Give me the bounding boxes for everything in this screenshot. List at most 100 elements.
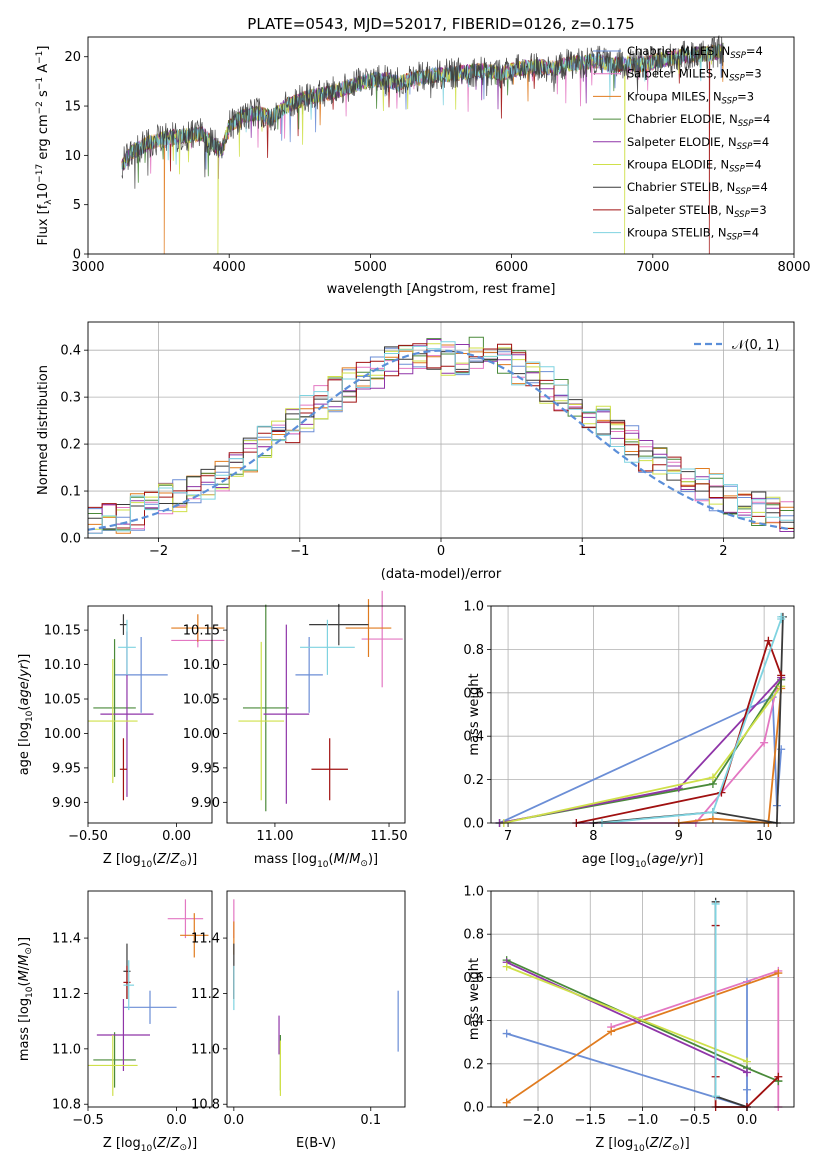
x-axis-label-part: ⊙	[672, 1143, 680, 1153]
y-axis-label-part: Flux [f	[36, 204, 51, 245]
x-tick-label: 0.0	[224, 1113, 245, 1128]
weight-marker-chabrier-miles	[502, 1029, 511, 1038]
weight-marker-salpeter-elodie	[742, 1068, 751, 1077]
weight-line-kroupa-miles	[678, 688, 783, 824]
y-axis-label-part: ]	[36, 46, 51, 51]
histogram-step-chabrier-stelib	[88, 346, 794, 530]
legend-label: Salpeter STELIB, NSSP=3	[627, 203, 767, 220]
axes-frame	[87, 605, 213, 824]
x-axis-label-part: Z	[662, 1136, 673, 1151]
legend-label-suffix: =3	[745, 67, 762, 81]
x-axis-label-part: ⊙	[179, 859, 187, 869]
weight-marker-kroupa-miles	[774, 969, 783, 978]
y-tick-label: 11.0	[191, 1042, 220, 1057]
axes-frame	[490, 890, 795, 1108]
legend-label: Kroupa ELODIE, NSSP=4	[627, 158, 762, 175]
x-tick-label: 0.1	[360, 1113, 381, 1128]
y-tick-label: 0.2	[60, 438, 81, 453]
y-axis-label-part: (	[17, 706, 32, 711]
weight-marker-kroupa-elodie	[708, 773, 717, 782]
x-axis-label-part: (	[152, 852, 157, 867]
y-axis-label-part: s	[36, 90, 51, 101]
x-axis-label-part: Z [log	[103, 852, 141, 867]
y-axis-label: Flux [fλ10−17 erg cm−2 s−1 A−1]	[35, 46, 54, 246]
x-axis-label-part: (	[329, 852, 334, 867]
y-tick-label: 10.15	[183, 624, 220, 639]
weight-marker-kroupa-elodie	[502, 962, 511, 971]
x-axis-label-part: Z [log	[103, 1136, 141, 1151]
legend-label: Salpeter ELODIE, NSSP=4	[627, 135, 769, 152]
y-tick-label: 1.0	[463, 600, 484, 615]
legend-label-suffix: =4	[753, 112, 770, 126]
histogram-step-salpeter-stelib	[88, 343, 794, 529]
legend-label: Kroupa MILES, NSSP=3	[627, 89, 754, 106]
weight-marker-salpeter-stelib	[774, 1072, 783, 1081]
residual-histogram-panel: −2 −1 0 1 2 0.0 0.1 0.2 0.3 0.4 𝒩(0, 1) (data-model…	[36, 321, 795, 582]
y-tick-label: 0.8	[463, 643, 484, 658]
y-axis-label-part: /	[17, 965, 32, 970]
x-tick-label: 0.0	[737, 1113, 758, 1128]
y-tick-label: 0.6	[463, 686, 484, 701]
x-tick-label: 0.00	[162, 829, 191, 844]
y-axis-label-part: ⊙	[24, 947, 34, 955]
legend-label: Kroupa STELIB, NSSP=4	[627, 226, 759, 243]
weight-marker-salpeter-stelib	[764, 636, 773, 645]
weight-line-chabrier-elodie	[499, 677, 783, 824]
legend-label-sub: SSP	[730, 51, 746, 61]
x-axis-label-part: )]	[693, 852, 703, 867]
x-axis-label-part: /	[166, 1136, 171, 1151]
x-axis-label-part: /	[676, 852, 681, 867]
axes-frame	[87, 36, 795, 255]
x-axis-label-part: Z	[156, 1136, 167, 1151]
x-axis-label-part: Z	[649, 1136, 660, 1151]
legend-label-main: Chabrier MILES, N	[627, 44, 730, 58]
spectrum-panel: 3000 4000 5000 6000 7000 8000 0 5 10 15 20 Chabrier…	[35, 34, 811, 297]
legend-label-sub: SSP	[737, 142, 753, 152]
y-axis-label: mass weight	[467, 673, 482, 755]
y-tick-label: 15	[64, 100, 81, 115]
legend-label-suffix: =3	[750, 203, 767, 217]
x-axis-label-part: 10	[635, 860, 647, 870]
y-axis-label-part: age	[17, 681, 32, 705]
weight-marker-kroupa-miles	[502, 1098, 511, 1107]
histogram-step-kroupa-stelib	[88, 341, 794, 534]
y-axis-label: age [log10(age/yr)]	[17, 654, 35, 776]
y-axis-label-part: /	[17, 676, 32, 681]
y-axis-label-part: λ	[44, 199, 54, 205]
weight-line-salpeter-elodie	[506, 961, 748, 1074]
y-axis-label-part: M	[17, 955, 32, 966]
x-tick-label: 3000	[71, 260, 104, 275]
y-tick-label: 11.2	[191, 987, 220, 1002]
y-tick-label: 0	[73, 248, 81, 263]
y-tick-label: 10.00	[183, 727, 220, 742]
figure-title: PLATE=0543, MJD=52017, FIBERID=0126, z=0…	[247, 15, 634, 33]
x-axis-label: mass [log10(M/M⊙)]	[254, 852, 378, 870]
x-axis-label-part: yr	[679, 852, 695, 867]
legend-label: Chabrier ELODIE, NSSP=4	[627, 112, 770, 129]
y-tick-label: 1.0	[463, 885, 484, 900]
x-tick-label: 9	[675, 829, 683, 844]
y-tick-label: 9.90	[52, 796, 81, 811]
legend-label-suffix: =4	[742, 226, 759, 240]
x-axis-label-part: Z	[170, 852, 181, 867]
y-axis-label-part: )]	[17, 937, 32, 947]
y-tick-label: 0.4	[60, 344, 81, 359]
y-axis-label-part: −1	[35, 51, 45, 64]
legend-label-sub: SSP	[729, 74, 745, 84]
y-tick-label: 10.8	[191, 1098, 220, 1113]
y-axis-label-part: age [log	[17, 722, 32, 775]
x-tick-label: 10	[756, 829, 773, 844]
x-axis-label-part: age	[651, 852, 675, 867]
x-tick-label: 7000	[636, 260, 669, 275]
y-tick-label: 10.15	[44, 624, 81, 639]
legend-label-main: Salpeter STELIB, N	[627, 203, 734, 217]
weight-line-chabrier-stelib	[714, 901, 748, 1108]
plot-area	[233, 899, 399, 1096]
y-axis-label-part: −17	[35, 164, 45, 183]
y-tick-label: 10.8	[52, 1098, 81, 1113]
y-axis-label-part: −1	[35, 77, 45, 90]
weight-line-chabrier-miles	[506, 981, 748, 1109]
x-axis-label: Z [log10(Z/Z⊙)]	[103, 1136, 197, 1154]
legend-label-sub: SSP	[722, 96, 738, 106]
